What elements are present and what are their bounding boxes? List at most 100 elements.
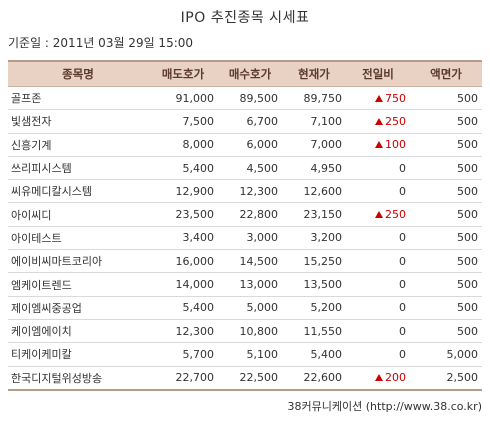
current-price-cell: 5,400 bbox=[282, 342, 346, 367]
stock-name-cell: 엠케이트렌드 bbox=[8, 272, 148, 297]
stock-name-cell: 에이비씨마트코리아 bbox=[8, 249, 148, 274]
current-price-cell: 12,600 bbox=[282, 179, 346, 204]
change-value: 200 bbox=[385, 371, 406, 385]
stock-name-cell: 아이테스트 bbox=[8, 226, 148, 251]
current-price-cell: 15,250 bbox=[282, 249, 346, 274]
change-cell: 750 bbox=[346, 86, 410, 111]
change-value: 250 bbox=[385, 208, 406, 222]
bid-price-cell: 6,000 bbox=[218, 133, 282, 157]
table-row: 제이엠씨중공업 5,400 5,000 5,200 0 500 bbox=[8, 296, 482, 320]
change-cell: 0 bbox=[346, 319, 410, 344]
bid-price-cell: 13,000 bbox=[218, 272, 282, 297]
bid-price-cell: 10,800 bbox=[218, 319, 282, 344]
par-value-cell: 500 bbox=[410, 296, 482, 320]
stock-name-cell: 신흥기계 bbox=[8, 133, 148, 157]
column-header-change: 전일비 bbox=[346, 60, 410, 87]
up-triangle-icon bbox=[375, 141, 383, 149]
ask-price-cell: 12,900 bbox=[148, 179, 218, 204]
change-cell: 100 bbox=[346, 133, 410, 157]
stock-name-cell: 티케이케미칼 bbox=[8, 342, 148, 367]
change-cell: 250 bbox=[346, 109, 410, 134]
ask-price-cell: 5,400 bbox=[148, 296, 218, 320]
current-price-cell: 23,150 bbox=[282, 202, 346, 227]
bid-price-cell: 22,800 bbox=[218, 202, 282, 227]
current-price-cell: 11,550 bbox=[282, 319, 346, 344]
page-title: IPO 추진종목 시세표 bbox=[180, 10, 310, 26]
table-row: 쓰리피시스템 5,400 4,500 4,950 0 500 bbox=[8, 156, 482, 181]
up-triangle-icon bbox=[375, 211, 383, 219]
ask-price-cell: 12,300 bbox=[148, 319, 218, 344]
bid-price-cell: 22,500 bbox=[218, 366, 282, 391]
column-header-price: 현재가 bbox=[282, 60, 346, 87]
column-header-ask: 매도호가 bbox=[148, 60, 218, 87]
change-value: 100 bbox=[385, 138, 406, 152]
par-value-cell: 500 bbox=[410, 109, 482, 134]
table-row: 씨유메디칼시스템 12,900 12,300 12,600 0 500 bbox=[8, 179, 482, 204]
current-price-cell: 89,750 bbox=[282, 86, 346, 111]
change-cell: 0 bbox=[346, 296, 410, 320]
current-price-cell: 5,200 bbox=[282, 296, 346, 320]
ask-price-cell: 3,400 bbox=[148, 226, 218, 251]
column-header-par: 액면가 bbox=[410, 60, 482, 87]
par-value-cell: 500 bbox=[410, 133, 482, 157]
quote-table: 종목명 매도호가 매수호가 현재가 전일비 액면가 골프존 91,000 89,50… bbox=[8, 60, 482, 391]
change-cell: 200 bbox=[346, 366, 410, 391]
stock-name-cell: 쓰리피시스템 bbox=[8, 156, 148, 181]
par-value-cell: 500 bbox=[410, 272, 482, 297]
bid-price-cell: 4,500 bbox=[218, 156, 282, 181]
table-row: 아이테스트 3,400 3,000 3,200 0 500 bbox=[8, 226, 482, 251]
table-header-row: 종목명 매도호가 매수호가 현재가 전일비 액면가 bbox=[8, 60, 482, 87]
bid-price-cell: 5,000 bbox=[218, 296, 282, 320]
stock-name-cell: 한국디지털위성방송 bbox=[8, 366, 148, 391]
stock-name-cell: 아이씨디 bbox=[8, 202, 148, 227]
bid-price-cell: 5,100 bbox=[218, 342, 282, 367]
par-value-cell: 500 bbox=[410, 202, 482, 227]
up-triangle-icon bbox=[375, 117, 383, 125]
change-cell: 0 bbox=[346, 272, 410, 297]
current-price-cell: 7,100 bbox=[282, 109, 346, 134]
change-cell: 0 bbox=[346, 226, 410, 251]
ask-price-cell: 5,400 bbox=[148, 156, 218, 181]
column-header-bid: 매수호가 bbox=[218, 60, 282, 87]
change-cell: 0 bbox=[346, 156, 410, 181]
bid-price-cell: 89,500 bbox=[218, 86, 282, 111]
bid-price-cell: 12,300 bbox=[218, 179, 282, 204]
table-row: 에이비씨마트코리아 16,000 14,500 15,250 0 500 bbox=[8, 249, 482, 274]
change-value: 250 bbox=[385, 114, 406, 128]
bid-price-cell: 14,500 bbox=[218, 249, 282, 274]
source-credit: 38커뮤니케이션 (http://www.38.co.kr) bbox=[287, 400, 482, 413]
table-row: 빛샘전자 7,500 6,700 7,100 250 500 bbox=[8, 109, 482, 134]
stock-name-cell: 빛샘전자 bbox=[8, 109, 148, 134]
change-cell: 0 bbox=[346, 179, 410, 204]
column-header-name: 종목명 bbox=[8, 60, 148, 87]
ask-price-cell: 14,000 bbox=[148, 272, 218, 297]
change-value: 750 bbox=[385, 91, 406, 105]
ask-price-cell: 8,000 bbox=[148, 133, 218, 157]
table-row: 아이씨디 23,500 22,800 23,150 250 500 bbox=[8, 202, 482, 227]
table-row: 신흥기계 8,000 6,000 7,000 100 500 bbox=[8, 133, 482, 157]
ask-price-cell: 22,700 bbox=[148, 366, 218, 391]
bid-price-cell: 3,000 bbox=[218, 226, 282, 251]
table-row: 케이엠에이치 12,300 10,800 11,550 0 500 bbox=[8, 319, 482, 344]
current-price-cell: 7,000 bbox=[282, 133, 346, 157]
change-cell: 0 bbox=[346, 342, 410, 367]
par-value-cell: 2,500 bbox=[410, 366, 482, 391]
table-row: 티케이케미칼 5,700 5,100 5,400 0 5,000 bbox=[8, 342, 482, 367]
table-row: 한국디지털위성방송 22,700 22,500 22,600 200 2,500 bbox=[8, 366, 482, 391]
current-price-cell: 3,200 bbox=[282, 226, 346, 251]
table-body: 골프존 91,000 89,500 89,750 750 500 빛샘전자 7,500 6,70… bbox=[8, 86, 482, 391]
par-value-cell: 500 bbox=[410, 179, 482, 204]
up-triangle-icon bbox=[375, 94, 383, 102]
ask-price-cell: 7,500 bbox=[148, 109, 218, 134]
ask-price-cell: 5,700 bbox=[148, 342, 218, 367]
current-price-cell: 4,950 bbox=[282, 156, 346, 181]
stock-name-cell: 골프존 bbox=[8, 86, 148, 111]
current-price-cell: 13,500 bbox=[282, 272, 346, 297]
par-value-cell: 500 bbox=[410, 249, 482, 274]
par-value-cell: 500 bbox=[410, 86, 482, 111]
par-value-cell: 500 bbox=[410, 226, 482, 251]
table-row: 엠케이트렌드 14,000 13,000 13,500 0 500 bbox=[8, 272, 482, 297]
stock-name-cell: 제이엠씨중공업 bbox=[8, 296, 148, 320]
stock-name-cell: 케이엠에이치 bbox=[8, 319, 148, 344]
par-value-cell: 500 bbox=[410, 156, 482, 181]
